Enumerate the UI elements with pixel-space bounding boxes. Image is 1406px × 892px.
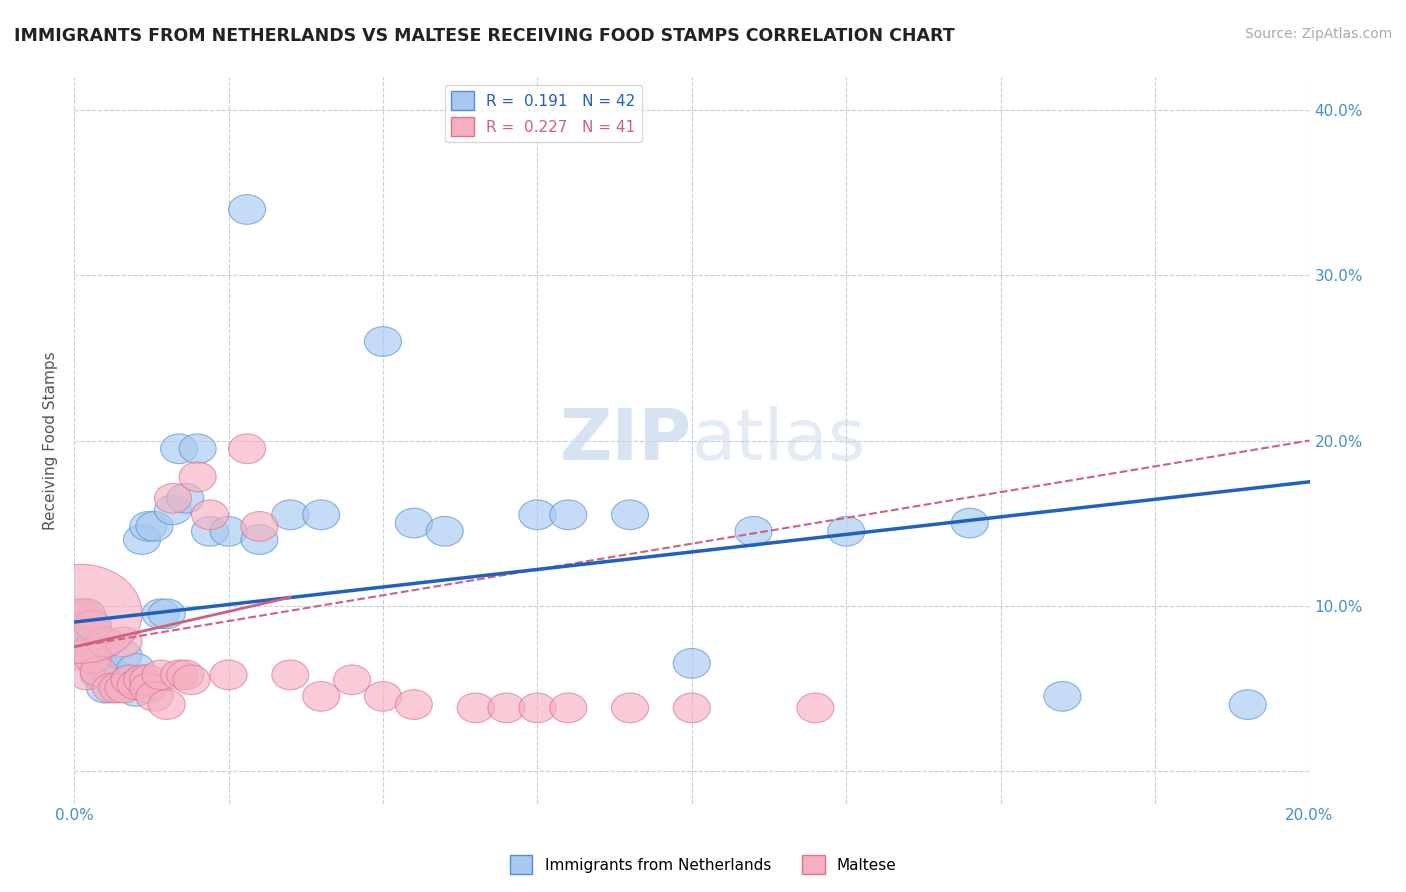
Ellipse shape bbox=[136, 681, 173, 711]
Ellipse shape bbox=[395, 690, 433, 720]
Ellipse shape bbox=[271, 500, 309, 530]
Ellipse shape bbox=[86, 673, 124, 703]
Ellipse shape bbox=[229, 194, 266, 224]
Ellipse shape bbox=[364, 326, 402, 357]
Ellipse shape bbox=[673, 648, 710, 678]
Ellipse shape bbox=[160, 434, 198, 464]
Ellipse shape bbox=[167, 660, 204, 690]
Legend: Immigrants from Netherlands, Maltese: Immigrants from Netherlands, Maltese bbox=[503, 849, 903, 880]
Ellipse shape bbox=[1043, 681, 1081, 711]
Ellipse shape bbox=[124, 524, 160, 555]
Ellipse shape bbox=[952, 508, 988, 538]
Ellipse shape bbox=[136, 511, 173, 541]
Ellipse shape bbox=[271, 660, 309, 690]
Text: ZIP: ZIP bbox=[560, 406, 692, 475]
Ellipse shape bbox=[93, 657, 129, 687]
Ellipse shape bbox=[488, 693, 524, 723]
Ellipse shape bbox=[124, 665, 160, 695]
Ellipse shape bbox=[612, 500, 648, 530]
Ellipse shape bbox=[75, 610, 111, 640]
Ellipse shape bbox=[148, 690, 186, 720]
Ellipse shape bbox=[67, 660, 105, 690]
Ellipse shape bbox=[167, 483, 204, 513]
Ellipse shape bbox=[117, 670, 155, 699]
Ellipse shape bbox=[160, 660, 198, 690]
Ellipse shape bbox=[111, 665, 148, 695]
Ellipse shape bbox=[155, 483, 191, 513]
Ellipse shape bbox=[142, 660, 179, 690]
Ellipse shape bbox=[111, 665, 148, 695]
Ellipse shape bbox=[62, 615, 98, 645]
Ellipse shape bbox=[67, 610, 105, 640]
Ellipse shape bbox=[797, 693, 834, 723]
Ellipse shape bbox=[80, 657, 117, 687]
Ellipse shape bbox=[673, 693, 710, 723]
Ellipse shape bbox=[457, 693, 494, 723]
Ellipse shape bbox=[67, 599, 105, 629]
Ellipse shape bbox=[129, 511, 167, 541]
Y-axis label: Receiving Food Stamps: Receiving Food Stamps bbox=[44, 351, 58, 530]
Ellipse shape bbox=[62, 599, 98, 629]
Ellipse shape bbox=[519, 500, 555, 530]
Ellipse shape bbox=[62, 640, 98, 670]
Ellipse shape bbox=[209, 660, 247, 690]
Ellipse shape bbox=[395, 508, 433, 538]
Ellipse shape bbox=[93, 673, 129, 703]
Ellipse shape bbox=[302, 500, 340, 530]
Text: IMMIGRANTS FROM NETHERLANDS VS MALTESE RECEIVING FOOD STAMPS CORRELATION CHART: IMMIGRANTS FROM NETHERLANDS VS MALTESE R… bbox=[14, 27, 955, 45]
Ellipse shape bbox=[229, 434, 266, 464]
Ellipse shape bbox=[105, 627, 142, 657]
Ellipse shape bbox=[550, 500, 586, 530]
Ellipse shape bbox=[209, 516, 247, 546]
Ellipse shape bbox=[1229, 690, 1267, 720]
Ellipse shape bbox=[426, 516, 463, 546]
Ellipse shape bbox=[62, 599, 98, 629]
Ellipse shape bbox=[75, 610, 111, 640]
Ellipse shape bbox=[98, 665, 136, 695]
Ellipse shape bbox=[129, 665, 167, 695]
Ellipse shape bbox=[117, 676, 155, 706]
Ellipse shape bbox=[75, 643, 111, 673]
Ellipse shape bbox=[148, 599, 186, 629]
Ellipse shape bbox=[129, 673, 167, 703]
Ellipse shape bbox=[155, 495, 191, 524]
Ellipse shape bbox=[105, 673, 142, 703]
Ellipse shape bbox=[191, 516, 229, 546]
Text: atlas: atlas bbox=[692, 406, 866, 475]
Ellipse shape bbox=[67, 599, 105, 629]
Ellipse shape bbox=[80, 648, 117, 678]
Ellipse shape bbox=[333, 665, 371, 695]
Ellipse shape bbox=[735, 516, 772, 546]
Ellipse shape bbox=[191, 500, 229, 530]
Ellipse shape bbox=[828, 516, 865, 546]
Legend: R =  0.191   N = 42, R =  0.227   N = 41: R = 0.191 N = 42, R = 0.227 N = 41 bbox=[446, 85, 643, 142]
Ellipse shape bbox=[240, 511, 278, 541]
Ellipse shape bbox=[75, 632, 111, 662]
Ellipse shape bbox=[612, 693, 648, 723]
Ellipse shape bbox=[179, 462, 217, 491]
Ellipse shape bbox=[364, 681, 402, 711]
Ellipse shape bbox=[86, 627, 124, 657]
Ellipse shape bbox=[173, 665, 209, 695]
Text: Source: ZipAtlas.com: Source: ZipAtlas.com bbox=[1244, 27, 1392, 41]
Ellipse shape bbox=[550, 693, 586, 723]
Ellipse shape bbox=[98, 673, 136, 703]
Ellipse shape bbox=[18, 565, 142, 664]
Ellipse shape bbox=[105, 640, 142, 670]
Ellipse shape bbox=[142, 599, 179, 629]
Ellipse shape bbox=[179, 434, 217, 464]
Ellipse shape bbox=[519, 693, 555, 723]
Ellipse shape bbox=[80, 660, 117, 690]
Ellipse shape bbox=[302, 681, 340, 711]
Ellipse shape bbox=[240, 524, 278, 555]
Ellipse shape bbox=[117, 654, 155, 683]
